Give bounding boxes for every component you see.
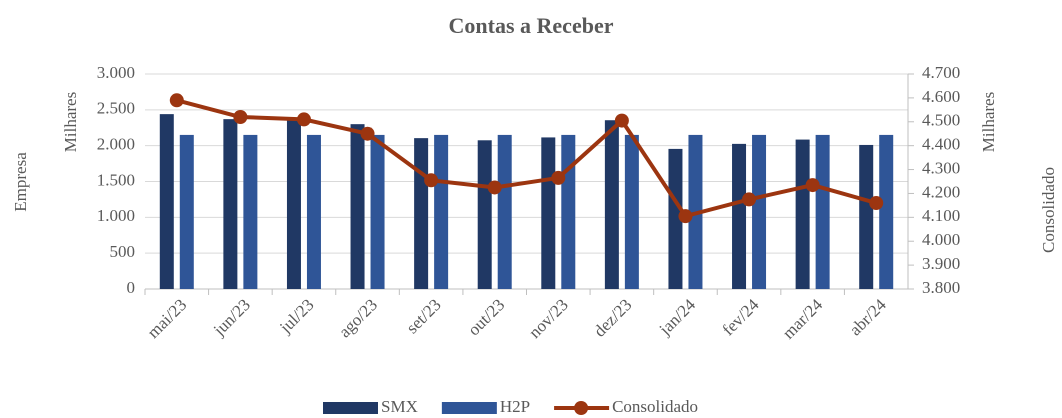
y2-tick-label: 4.700 bbox=[922, 63, 960, 82]
chart-title: Contas a Receber bbox=[449, 13, 614, 38]
y2-tick-label: 4.500 bbox=[922, 111, 960, 130]
line-marker bbox=[233, 110, 248, 124]
legend-swatch bbox=[323, 402, 378, 414]
bar bbox=[879, 134, 894, 289]
y-tick-label: 2.000 bbox=[97, 135, 135, 154]
bar bbox=[624, 134, 639, 289]
x-tick-label: dez/23 bbox=[590, 295, 635, 340]
y2-axis-label: Consolidado bbox=[1039, 167, 1058, 253]
y2-tick-label: 3.900 bbox=[922, 254, 960, 273]
line bbox=[176, 98, 877, 219]
line-marker bbox=[424, 173, 439, 188]
line-marker bbox=[678, 209, 693, 224]
line-marker bbox=[487, 180, 502, 195]
bar bbox=[414, 138, 429, 289]
y-axis-label: Empresa bbox=[11, 152, 30, 212]
bar bbox=[604, 120, 619, 289]
y2-tick-label: 4.600 bbox=[922, 87, 960, 106]
y2-tick-label: 4.300 bbox=[922, 158, 960, 177]
legend-label: Consolidado bbox=[612, 397, 698, 416]
line-marker bbox=[169, 93, 184, 108]
y2-tick-label: 4.400 bbox=[922, 135, 960, 154]
bar bbox=[286, 119, 301, 289]
x-tick-label: jan/24 bbox=[655, 295, 700, 340]
bar bbox=[561, 134, 576, 289]
bar bbox=[159, 114, 174, 289]
bar bbox=[434, 134, 449, 289]
bar bbox=[477, 140, 492, 289]
bar bbox=[497, 134, 512, 289]
x-tick-label: set/23 bbox=[403, 295, 445, 337]
y-tick-label: 3.000 bbox=[97, 63, 135, 82]
line-marker bbox=[869, 196, 884, 210]
legend-label: SMX bbox=[381, 397, 418, 416]
y2-tick-label: 3.800 bbox=[922, 278, 960, 297]
y2-tick-label: 4.000 bbox=[922, 230, 960, 249]
bar bbox=[370, 134, 385, 289]
x-tick-label: ago/23 bbox=[335, 295, 381, 341]
x-tick-label: mar/24 bbox=[779, 295, 827, 343]
x-tick-label: nov/23 bbox=[525, 295, 572, 342]
y-axis-unit: Milhares bbox=[61, 92, 80, 152]
y-tick-label: 2.500 bbox=[97, 99, 135, 118]
line-marker bbox=[614, 113, 629, 128]
y2-tick-label: 4.200 bbox=[922, 182, 960, 201]
x-tick-label: fev/24 bbox=[718, 295, 762, 339]
bar bbox=[859, 144, 874, 289]
line-marker bbox=[805, 178, 820, 193]
bar bbox=[815, 134, 830, 289]
legend-swatch bbox=[441, 402, 497, 414]
y-tick-label: 1.000 bbox=[97, 206, 135, 225]
bar bbox=[179, 134, 194, 289]
line-marker bbox=[296, 112, 311, 127]
bar bbox=[350, 124, 365, 290]
bar bbox=[223, 119, 238, 290]
y2-tick-label: 4.100 bbox=[922, 206, 960, 225]
bar bbox=[243, 134, 258, 289]
y2-axis-unit: Milhares bbox=[979, 92, 998, 152]
bar bbox=[541, 137, 556, 289]
legend-label: H2P bbox=[500, 397, 530, 416]
bar bbox=[668, 148, 683, 289]
legend-swatch bbox=[574, 401, 589, 415]
bar bbox=[752, 134, 767, 289]
x-tick-label: mai/23 bbox=[144, 295, 191, 342]
bar bbox=[306, 134, 321, 289]
x-tick-label: abr/24 bbox=[846, 295, 890, 339]
y-tick-label: 0 bbox=[127, 278, 136, 297]
x-tick-label: jul/23 bbox=[275, 295, 317, 337]
x-tick-label: jun/23 bbox=[209, 295, 254, 340]
line-marker bbox=[360, 126, 375, 141]
x-tick-label: out/23 bbox=[464, 295, 508, 339]
line-marker bbox=[551, 170, 566, 185]
y-tick-label: 500 bbox=[110, 242, 136, 261]
bar bbox=[732, 143, 747, 289]
bar bbox=[795, 139, 810, 289]
line-marker bbox=[742, 192, 757, 207]
y-tick-label: 1.500 bbox=[97, 170, 135, 189]
